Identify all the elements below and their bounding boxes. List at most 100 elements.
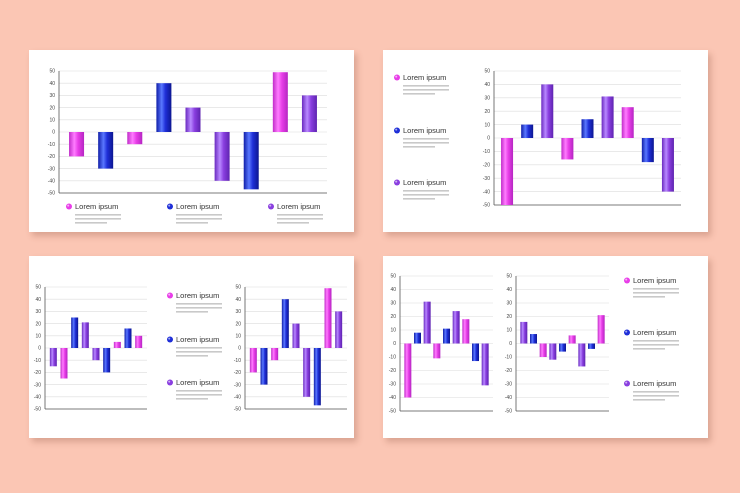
legend-dot [167,203,173,210]
legend-dot [268,203,274,210]
y-tick-label: 50 [390,274,396,280]
y-tick-label: -10 [234,358,241,364]
y-tick-label: 40 [484,82,490,88]
legend-dot-shine [168,204,171,207]
y-tick-label: 50 [35,285,41,291]
legend-item-2: Lorem ipsum [394,126,449,148]
bar-1 [249,348,257,373]
y-tick-label: 0 [38,346,41,352]
legend-description-line [633,348,665,350]
y-tick-label: 40 [49,81,55,87]
bar-3 [539,343,547,357]
legend-dot-shine [395,75,398,78]
legend-dot [167,379,173,386]
legend-slide-1: Lorem ipsum Lorem ipsum Lorem ipsum [66,202,323,224]
bar-4 [281,299,289,348]
legend-description-line [633,296,665,298]
y-tick-label: -30 [483,176,490,182]
legend-dot-shine [625,381,628,384]
legend-label: Lorem ipsum [403,73,446,82]
bar-9 [481,343,489,386]
legend-dot [167,336,173,343]
bar-chart-3: 50 40 30 20 10 0 -10 -20 -30 -40 -50 [34,285,147,413]
y-tick-label: -30 [234,382,241,388]
y-tick-label: -20 [483,163,490,169]
bar-5 [559,343,566,352]
bar-6 [303,348,311,397]
bar-5 [292,323,300,348]
legend-dot-shine [395,128,398,131]
legend-description-line [403,194,449,196]
y-tick-label: -50 [48,191,55,197]
bar-3 [541,84,554,138]
legend-dot [624,277,630,284]
legend-description-line [403,93,435,95]
y-tick-label: -40 [234,395,241,401]
bar-2 [530,334,537,344]
y-tick-label: 30 [49,93,55,99]
legend-dot-shine [395,180,398,183]
bar-3 [71,317,79,348]
y-tick-label: -40 [505,395,512,401]
y-tick-label: 0 [238,346,241,352]
y-tick-label: -20 [234,370,241,376]
y-tick-label: -30 [389,382,396,388]
legend-description-line [633,340,679,342]
bar-6 [568,335,576,344]
legend-description-line [403,138,449,140]
legend-description-line [176,307,222,309]
bar-chart-4: 50 40 30 20 10 0 -10 -20 -30 -40 -50 [234,285,347,413]
legend-description-line [403,146,435,148]
bar-2 [60,348,68,379]
y-tick-label: 40 [390,287,396,293]
legend-description-line [403,142,449,144]
y-tick-label: 10 [35,334,41,340]
legend-description-line [633,344,679,346]
y-tick-label: -50 [483,203,490,209]
bar-5 [443,328,450,344]
y-tick-label: -20 [505,368,512,374]
bar-7 [243,132,259,190]
bar-1 [49,348,57,367]
legend-description-line [277,222,309,224]
bar-1 [404,343,412,398]
legend-description-line [176,394,222,396]
bar-8 [472,343,479,362]
legend-description-line [176,351,222,353]
bar-7 [113,341,121,348]
legend-description-line [176,218,222,220]
legend-slide-3: Lorem ipsum Lorem ipsum Lorem ipsum [167,291,222,400]
legend-dot-shine [168,380,171,383]
y-tick-label: -10 [483,149,490,155]
legend-label: Lorem ipsum [633,276,676,285]
bar-6 [103,348,111,373]
y-tick-label: -40 [389,395,396,401]
legend-description-line [176,303,222,305]
legend-description-line [403,85,449,87]
y-tick-label: -30 [48,166,55,172]
legend-dot-shine [168,293,171,296]
y-tick-label: -20 [389,368,396,374]
bar-7 [578,343,586,367]
legend-description-line [176,355,208,357]
bar-2 [414,332,421,344]
bar-9 [661,138,674,192]
bar-5 [92,348,100,361]
bar-4 [81,322,89,348]
legend-dot-shine [269,204,272,207]
legend-label: Lorem ipsum [633,379,676,388]
bar-2 [521,124,534,138]
bar-8 [124,328,132,348]
y-tick-label: 20 [390,314,396,320]
legend-label: Lorem ipsum [176,378,219,387]
legend-description-line [176,311,208,313]
legend-description-line [633,395,679,397]
bar-6 [601,96,614,138]
y-tick-label: -50 [505,409,512,415]
bar-4 [433,343,441,359]
y-tick-label: 10 [390,328,396,334]
bar-chart-5: 50 40 30 20 10 0 -10 -20 -30 -40 -50 [389,274,493,415]
y-tick-label: 20 [484,109,490,115]
legend-description-line [403,198,435,200]
y-tick-label: 30 [35,309,41,315]
